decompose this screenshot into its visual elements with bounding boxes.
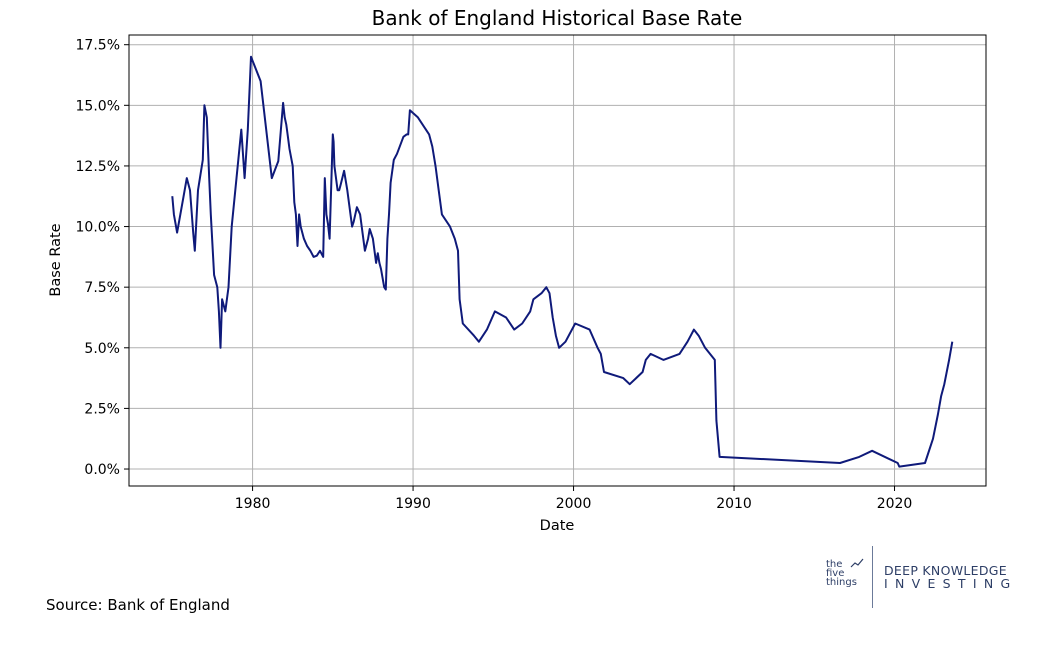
brand-logo: the five things DEEP KNOWLEDGE INVESTING [826,546,1026,610]
series-layer [171,55,954,468]
y-axis-label: Base Rate [48,223,64,296]
logo-mark-word-2: five [826,568,845,579]
plot-area-frame [128,34,987,487]
x-tick-label: 1990 [395,496,431,512]
x-axis-label: Date [540,518,575,534]
y-tick-label: 5.0% [84,341,120,357]
y-tick-label: 15.0% [76,98,120,114]
series-line-base-rate [171,55,954,468]
trend-arrow-icon [850,558,864,568]
x-tick-label: 2020 [877,496,913,512]
x-axis-ticks: 1980 1990 2000 2010 2020 [235,486,913,512]
y-tick-label: 10.0% [76,220,120,236]
grid [129,35,986,486]
y-tick-label: 2.5% [84,401,120,417]
x-tick-label: 2000 [556,496,592,512]
y-axis-ticks: 0.0% 2.5% 5.0% 7.5% 10.0% 12.5% 15.0% 17.5% [76,38,129,478]
five-things-logo-mark: the five things [826,559,866,588]
source-note: Source: Bank of England [46,596,230,614]
logo-divider [872,546,873,608]
y-tick-label: 0.0% [84,462,120,478]
y-tick-label: 7.5% [84,280,120,296]
x-tick-label: 2010 [716,496,752,512]
logo-mark-word-1: the [826,559,843,570]
logo-text-deep-knowledge: DEEP KNOWLEDGE [884,563,1007,578]
logo-text-investing: INVESTING [884,576,1018,591]
y-tick-label: 17.5% [76,38,120,54]
x-tick-label: 1980 [235,496,271,512]
y-tick-label: 12.5% [76,159,120,175]
chart-title: Bank of England Historical Base Rate [372,6,743,30]
logo-mark-word-3: things [826,577,857,588]
